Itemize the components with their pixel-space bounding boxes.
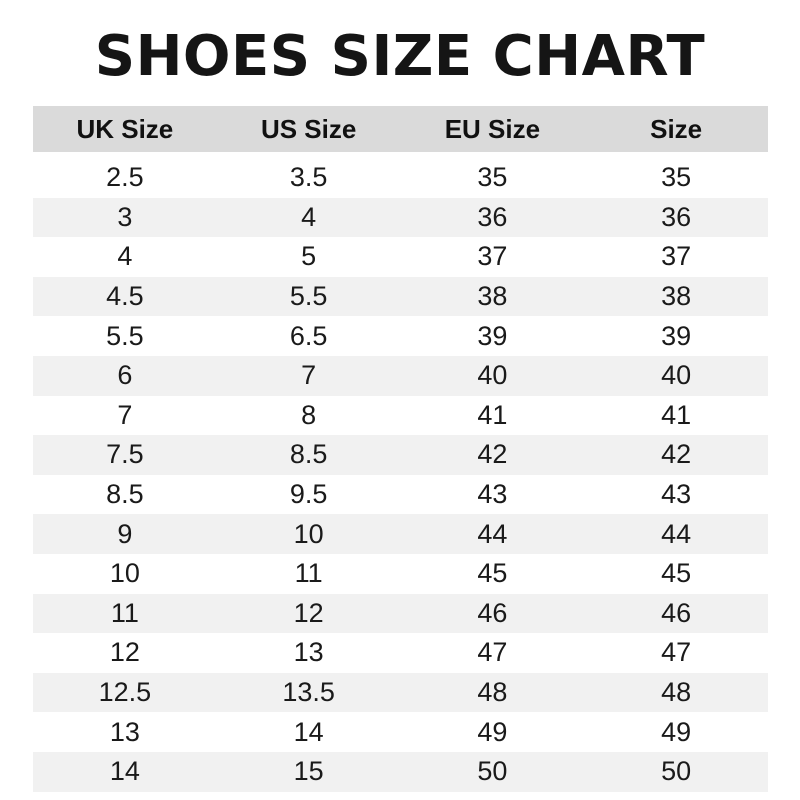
- table-cell: 41: [477, 399, 508, 430]
- table-row: 6 7 40 40: [33, 355, 768, 396]
- table-cell: 8.5: [289, 439, 328, 470]
- table-cell: 43: [477, 479, 508, 510]
- table-cell: 42: [477, 439, 508, 470]
- table-row: 8.5 9.5 43 43: [33, 475, 768, 515]
- table-cell: 7: [117, 399, 133, 430]
- table-cell: 10: [293, 518, 324, 549]
- table-cell: 7.5: [106, 439, 144, 470]
- table-cell: 36: [477, 201, 508, 232]
- table-cell: 4: [117, 241, 133, 272]
- table-cell: 43: [661, 479, 692, 510]
- table-cell: 8.5: [106, 479, 144, 510]
- table-row: 4 5 37 37: [33, 237, 768, 277]
- table-cell: 42: [661, 439, 692, 470]
- table-cell: 50: [661, 756, 692, 787]
- table-cell: 37: [477, 241, 508, 272]
- table-cell: 39: [477, 320, 508, 351]
- table-cell: 40: [477, 360, 508, 391]
- table-cell: 12: [109, 637, 140, 668]
- table-cell: 11: [110, 597, 139, 628]
- column-header: US Size: [260, 113, 357, 144]
- table-body: 2.5 3.5 35 35 3 4 36 36 4 5 37 37 4.5 5.5 38 38 5.5 6.5 39…: [33, 158, 768, 792]
- table-cell: 9.5: [289, 479, 328, 510]
- table-cell: 44: [661, 518, 692, 549]
- table-cell: 50: [477, 756, 508, 787]
- table-cell: 41: [661, 399, 692, 430]
- table-cell: 6.5: [289, 320, 328, 351]
- table-row: 3 4 36 36: [33, 197, 768, 238]
- table-cell: 4.5: [106, 281, 144, 312]
- table-cell: 10: [109, 558, 140, 589]
- table-row: 10 11 45 45: [33, 554, 768, 594]
- table-row: 13 14 49 49: [33, 712, 768, 752]
- table-cell: 39: [661, 320, 692, 351]
- table-cell: 48: [661, 677, 692, 708]
- table-row: 5.5 6.5 39 39: [33, 316, 768, 356]
- table-cell: 38: [661, 281, 692, 312]
- table-cell: 40: [661, 360, 692, 391]
- table-cell: 5.5: [289, 281, 328, 312]
- table-cell: 15: [293, 756, 324, 787]
- table-cell: 48: [477, 677, 508, 708]
- table-row: 11 12 46 46: [33, 593, 768, 634]
- table-cell: 44: [477, 518, 508, 549]
- table-cell: 3.5: [289, 162, 328, 193]
- table-cell: 14: [109, 756, 140, 787]
- table-cell: 13: [109, 716, 140, 747]
- table-cell: 49: [661, 716, 692, 747]
- column-header: Size: [650, 113, 703, 144]
- table-cell: 8: [301, 399, 317, 430]
- table-cell: 35: [661, 162, 692, 193]
- table-cell: 13.5: [282, 677, 335, 708]
- table-cell: 11: [294, 558, 323, 589]
- table-cell: 47: [661, 637, 692, 668]
- table-cell: 7: [301, 360, 317, 391]
- table-cell: 35: [477, 162, 508, 193]
- table-row: 9 10 44 44: [33, 514, 768, 554]
- column-header: EU Size: [444, 113, 541, 144]
- table-row: 7.5 8.5 42 42: [33, 435, 768, 475]
- table-cell: 13: [293, 637, 324, 668]
- size-table: UK Size US Size EU Size Size 2.5 3.5 35 35 3 4 36…: [33, 106, 768, 792]
- table-cell: 2.5: [106, 162, 144, 193]
- table-cell: 14: [293, 716, 324, 747]
- page-title: SHOES SIZE CHART: [94, 24, 706, 89]
- table-cell: 46: [477, 597, 508, 628]
- table-cell: 4: [301, 201, 317, 232]
- table-row: 14 15 50 50: [33, 751, 768, 792]
- column-header: UK Size: [76, 113, 174, 144]
- table-cell: 46: [661, 597, 692, 628]
- table-cell: 37: [661, 241, 692, 272]
- table-cell: 49: [477, 716, 508, 747]
- table-cell: 5: [301, 241, 317, 272]
- table-cell: 45: [661, 558, 692, 589]
- table-cell: 5.5: [106, 320, 144, 351]
- table-row: 7 8 41 41: [33, 396, 768, 436]
- table-cell: 12: [293, 597, 324, 628]
- table-cell: 9: [117, 518, 133, 549]
- table-cell: 47: [477, 637, 508, 668]
- table-row: 2.5 3.5 35 35: [33, 158, 768, 198]
- table-cell: 36: [661, 201, 692, 232]
- table-cell: 38: [477, 281, 508, 312]
- table-cell: 3: [117, 201, 133, 232]
- table-row: 12.5 13.5 48 48: [33, 672, 768, 713]
- table-row: 4.5 5.5 38 38: [33, 276, 768, 317]
- table-cell: 45: [477, 558, 508, 589]
- table-cell: 12.5: [98, 677, 152, 708]
- table-row: 12 13 47 47: [33, 633, 768, 673]
- table-cell: 6: [117, 360, 133, 391]
- table-header-row: UK Size US Size EU Size Size: [33, 106, 768, 152]
